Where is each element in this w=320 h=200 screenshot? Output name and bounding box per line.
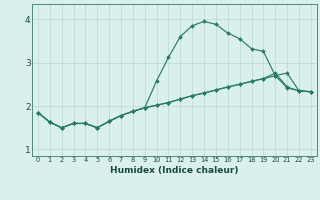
- X-axis label: Humidex (Indice chaleur): Humidex (Indice chaleur): [110, 166, 239, 175]
